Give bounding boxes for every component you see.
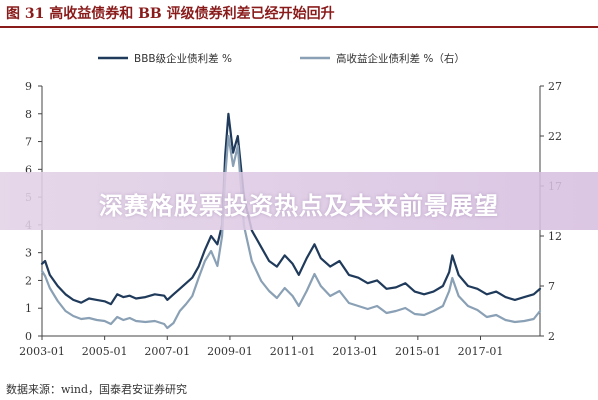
left-tick-label: 9 [25,80,32,93]
left-tick-label: 1 [25,302,32,315]
title-divider [0,26,598,28]
x-tick-label: 2007-01 [144,345,190,358]
left-tick-label: 7 [25,136,32,149]
x-tick-label: 2009-01 [207,345,253,358]
figure-title: 图 31 高收益债券和 BB 评级债券利差已经开始回升 [6,6,335,22]
x-tick-label: 2003-01 [19,345,65,358]
series-line-1 [40,112,542,306]
x-tick-label: 2011-01 [270,345,316,358]
left-tick-label: 6 [25,163,32,176]
spread-line-chart: BBB级企业债利差 %高收益企业债利差 %（右） 012345678927121… [19,52,562,358]
source-note: 数据来源：wind，国泰君安证券研究 [6,383,188,396]
series-line-2 [40,134,542,330]
x-tick-label: 2017-01 [458,345,504,358]
chart-axes: 012345678927121722272003-012005-012007-0… [19,80,562,358]
right-tick-label: 27 [548,80,562,93]
chart-series [40,112,542,330]
banner-text: 深赛格股票投资热点及未来前景展望 [99,192,499,220]
left-tick-label: 3 [25,247,32,260]
right-tick-label: 12 [548,230,562,243]
figure-title-bar: 图 31 高收益债券和 BB 评级债券利差已经开始回升 [0,0,598,26]
chart-legend: BBB级企业债利差 % 高收益企业债利差 %（右） [98,52,465,65]
x-tick-label: 2005-01 [82,345,128,358]
left-tick-label: 2 [25,274,32,287]
left-tick-label: 8 [25,108,32,121]
right-tick-label: 7 [548,280,555,293]
right-tick-label: 2 [548,330,555,343]
x-tick-label: 2015-01 [395,345,441,358]
overlay-banner: 深赛格股票投资热点及未来前景展望 [0,172,598,230]
legend-label-2: 高收益企业债利差 %（右） [336,52,465,65]
left-tick-label: 0 [25,330,32,343]
right-tick-label: 22 [548,130,562,143]
legend-label-1: BBB级企业债利差 % [134,52,232,65]
x-tick-label: 2013-01 [332,345,378,358]
